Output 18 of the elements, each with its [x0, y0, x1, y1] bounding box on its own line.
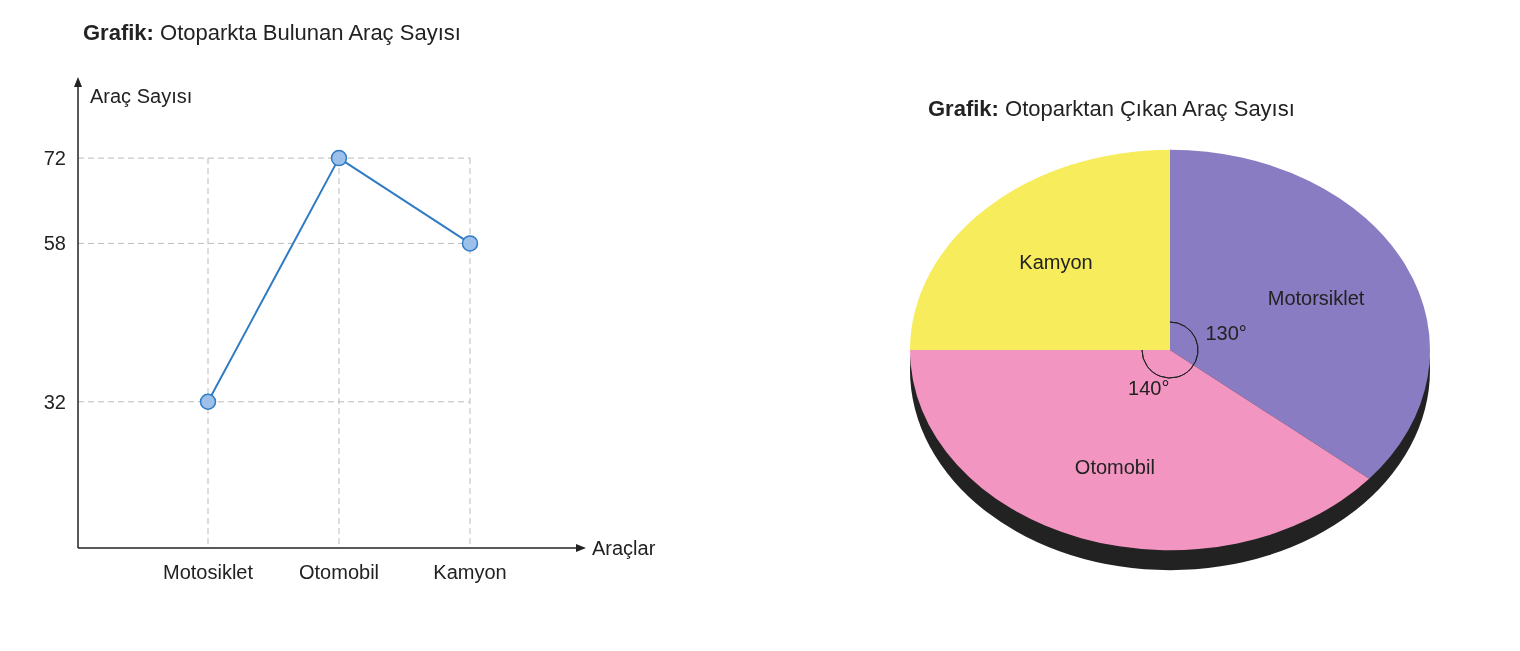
data-label: 130° — [1205, 322, 1247, 345]
point — [330, 149, 348, 167]
data-label: 140° — [1128, 376, 1170, 399]
y-axis-title: Araç Sayısı — [90, 85, 193, 107]
point — [199, 393, 217, 411]
y-tick-label: 32 — [43, 390, 66, 413]
slice-label: Otomobil — [1074, 455, 1155, 478]
x-axis-title: Araçlar — [592, 537, 656, 559]
y-tick-label: 58 — [43, 232, 66, 255]
point — [461, 235, 479, 252]
x-tick-label: Kamyon — [433, 561, 507, 583]
chart-title: Grafik: Otoparkta Bulunan Araç Sayısı — [83, 20, 461, 45]
slice-label: Kamyon — [1019, 251, 1093, 274]
chart-title: Grafik: Otoparktan Çıkan Araç Sayısı — [928, 96, 1295, 121]
slice-label: Motorsiklet — [1267, 286, 1365, 309]
x-tick-label: Motosiklet — [162, 561, 254, 583]
x-tick-label: Otomobil — [298, 561, 380, 583]
y-tick-label: 72 — [43, 147, 66, 170]
